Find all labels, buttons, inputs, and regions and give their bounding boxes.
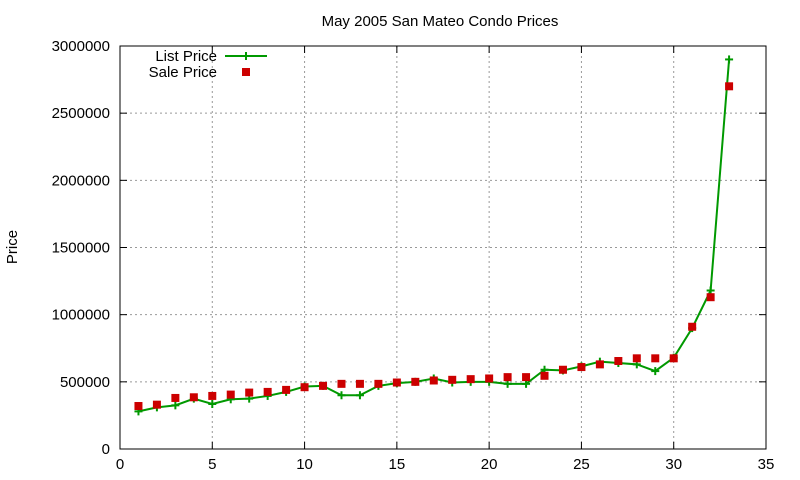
x-tick-label: 30 [665,456,682,473]
y-tick-label: 1500000 [52,240,110,257]
sale-price-point [485,374,494,383]
x-tick-label: 25 [573,456,590,473]
ticks: 0 5 10 15 20 25 30 35 0 500000 1000000 1500000 20000… [52,38,775,473]
legend-list-price-label: List Price [155,48,217,65]
list-price-point [337,391,346,400]
list-price-point [355,391,364,400]
list-price-point [706,286,715,295]
sale-price-point [226,390,235,399]
sale-price-point [688,322,697,331]
list-price-point [522,379,531,388]
grid [120,46,766,449]
sale-price-point [134,402,143,411]
sale-price-point [577,363,586,372]
sale-price-point [208,391,217,400]
sale-price-point [522,373,531,382]
legend-sale-price-marker [242,68,250,76]
sale-price-point [448,375,457,384]
sale-price-point [282,385,291,394]
sale-price-point [171,393,180,402]
sale-price-point [152,400,161,409]
legend-sale-price-label: Sale Price [149,64,217,81]
series-layer [134,55,734,416]
list-price-point [171,401,180,410]
sale-price-point [429,376,438,385]
sale-price-point [337,379,346,388]
chart-title: May 2005 San Mateo Condo Prices [322,13,559,30]
sale-price-point [540,371,549,380]
x-tick-label: 5 [208,456,216,473]
plot-frame [119,45,767,450]
sale-price-point [411,377,420,386]
x-tick-label: 10 [296,456,313,473]
sale-price-point [466,375,475,384]
list-price-point [725,55,734,64]
sale-price-point [319,381,328,390]
y-tick-label: 2500000 [52,105,110,122]
x-tick-label: 0 [116,456,124,473]
list-price-point [208,399,217,408]
x-tick-label: 35 [758,456,775,473]
sale-price-point [595,360,604,369]
sale-price-point [300,383,309,392]
y-tick-label: 3000000 [52,38,110,55]
sale-price-point [355,379,364,388]
sale-price-point [614,357,623,366]
sale-price-point [632,354,641,363]
sale-price-point [392,378,401,387]
y-tick-label: 500000 [60,374,110,391]
sale-price-point [669,354,678,363]
sale-price-point [245,388,254,397]
sale-price-point [558,365,567,374]
sale-price-point [706,293,715,302]
sale-price-point [263,387,272,396]
y-tick-label: 0 [102,441,110,458]
x-tick-label: 15 [389,456,406,473]
y-axis-label: Price [4,230,21,264]
sale-price-point [189,393,198,402]
list-price-point [503,379,512,388]
y-tick-label: 1000000 [52,307,110,324]
x-tick-label: 20 [481,456,498,473]
sale-price-point [725,82,734,91]
y-tick-label: 2000000 [52,172,110,189]
sale-price-point [503,373,512,382]
sale-price-point [651,354,660,363]
sale-price-point [374,379,383,388]
list-price-point [651,367,660,376]
